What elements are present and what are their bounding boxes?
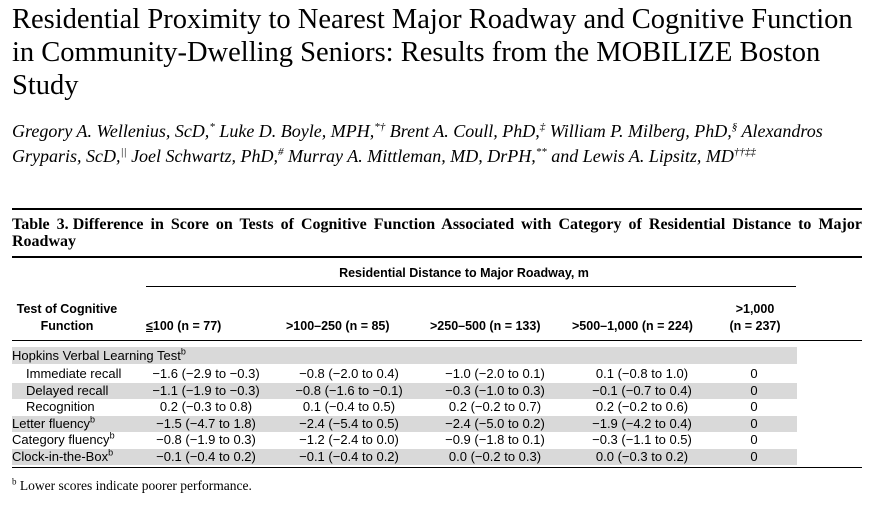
article-title: Residential Proximity to Nearest Major R… [12,4,853,101]
table-cell: −0.8 (−2.0 to 0.4) [299,366,399,381]
column-header-250-500: >250–500 (n = 133) [430,319,541,333]
table-cell: 0.0 (−0.3 to 0.2) [595,448,689,464]
table-cell: 0 [750,366,758,381]
column-header-100-250: >100–250 (n = 85) [286,319,390,333]
table-cell: −2.4 (−5.4 to 0.5) [299,415,399,431]
author: Luke D. Boyle, MPH,*† [219,121,386,141]
table-cell: −1.2 (−2.4 to 0.0) [299,432,399,447]
table-cell: −0.8 (−1.6 to −0.1) [295,382,403,398]
table-caption: Table 3. Difference in Score on Tests of … [12,216,862,250]
row-label: Delayed recall [26,382,109,398]
table-cell: 0.0 (−0.2 to 0.3) [448,448,542,464]
table-cell: 0.1 (−0.8 to 1.0) [595,366,689,381]
table-cell: 0 [750,432,758,447]
table-label: Table 3. [12,216,69,233]
table-cell: −1.1 (−1.9 to −0.3) [152,382,260,398]
column-header-500-1000: >500–1,000 (n = 224) [572,319,693,333]
table-cell: 0 [750,448,758,464]
table-cell: 0 [750,415,758,431]
table-cell: −0.3 (−1.0 to 0.3) [445,382,545,398]
table-row: Letter fluencyb −1.5 (−4.7 to 1.8) −2.4 … [12,414,797,432]
row-label: Clock-in-the-Boxb [12,447,114,464]
table-row: Recognition 0.2 (−0.3 to 0.8) 0.1 (−0.4 … [12,399,797,416]
table-cell: 0 [750,382,758,398]
table-cell: −0.9 (−1.8 to 0.1) [445,432,545,447]
table-cell: 0 [750,399,758,414]
table-bottom-rule [12,467,862,468]
table-cell: −0.8 (−1.9 to 0.3) [156,432,256,447]
author: and Lewis A. Lipsitz, MD††‡‡ [551,145,756,166]
spanner-rule [146,286,796,287]
table-row: Clock-in-the-Boxb −0.1 (−0.4 to 0.2) −0.… [12,447,797,465]
row-label: Letter fluencyb [12,414,96,431]
table-header-rule [12,256,862,258]
author: Joel Schwartz, PhD,# [131,145,284,166]
column-header-test: Test of Cognitive Function [16,302,118,333]
table-cell: −1.0 (−2.0 to 0.1) [445,366,545,381]
table-cell: −2.4 (−5.0 to 0.2) [445,415,545,431]
row-label: Recognition [26,399,95,414]
table-cell: −0.1 (−0.7 to 0.4) [592,382,692,398]
author-list: Gregory A. Wellenius, ScD,* Luke D. Boyl… [12,119,862,168]
header-bottom-rule [12,340,862,341]
column-header-gt1000: >1,000 (n = 237) [729,302,781,333]
author: William P. Milberg, PhD,§ [549,121,738,141]
table-top-rule [12,208,862,210]
table-row: Immediate recall −1.6 (−2.9 to −0.3) −0.… [12,366,797,383]
table-cell: 0.1 (−0.4 to 0.5) [302,399,396,414]
table-caption-text: Difference in Score on Tests of Cognitiv… [12,216,862,250]
table-cell: −1.9 (−4.2 to 0.4) [592,415,692,431]
author: Gregory A. Wellenius, ScD,* [12,121,215,141]
column-spanner: Residential Distance to Major Roadway, m [339,266,589,280]
table-cell: −0.1 (−0.4 to 0.2) [156,448,256,464]
table-cell: −0.1 (−0.4 to 0.2) [299,448,399,464]
table-row: Category fluencyb −0.8 (−1.9 to 0.3) −1.… [12,430,797,449]
table-body: Immediate recall −1.6 (−2.9 to −0.3) −0.… [12,366,797,465]
table-cell: −1.6 (−2.9 to −0.3) [152,366,260,381]
table-cell: −0.3 (−1.1 to 0.5) [592,432,692,447]
author: Brent A. Coull, PhD,‡ [389,121,546,141]
author: Murray A. Mittleman, MD, DrPH,** [288,145,547,166]
row-label: Category fluencyb [12,430,115,447]
table-row: Delayed recall −1.1 (−1.9 to −0.3) −0.8 … [12,382,797,399]
row-label: Immediate recall [26,366,122,381]
table-footnote: b Lower scores indicate poorer performan… [12,476,252,493]
table-cell: 0.2 (−0.2 to 0.7) [448,399,542,414]
table-cell: 0.2 (−0.3 to 0.8) [159,399,253,414]
table-cell: −1.5 (−4.7 to 1.8) [156,415,256,431]
author: Alexandros Gryparis, ScD,|| [12,121,823,166]
group-row-hvlt: Hopkins Verbal Learning Testb [12,347,797,364]
table-cell: 0.2 (−0.2 to 0.6) [595,399,689,414]
column-header-le100: ≤100 (n = 77) [146,319,222,333]
